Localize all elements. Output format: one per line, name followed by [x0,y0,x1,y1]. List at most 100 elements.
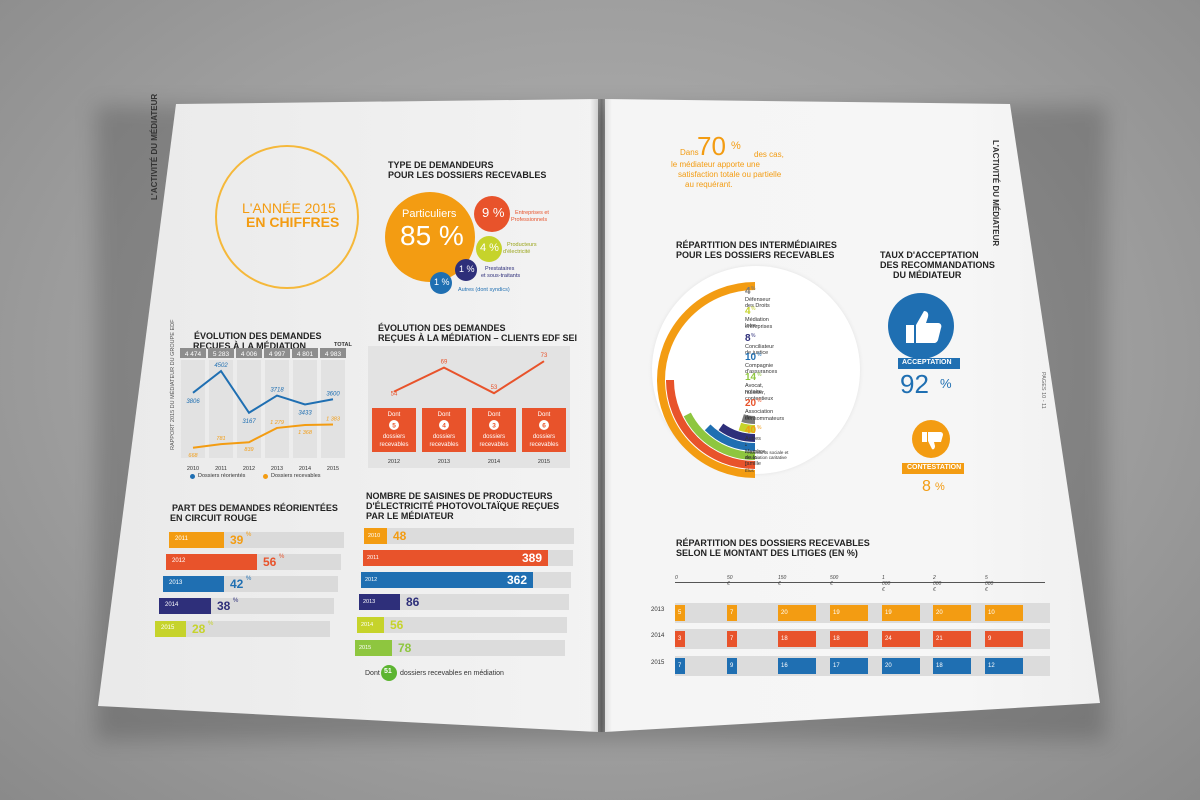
prestataires-label-1: Prestataires [485,266,515,272]
inter-pct: % [751,306,756,312]
montant-year: 2014 [651,633,665,639]
montant-cell: 20 [933,605,971,621]
dont-value: 5 [392,423,396,430]
inter-label: Association de [745,409,774,421]
montant-cell: 18 [830,631,868,647]
inter-value: 4 [745,286,751,297]
saisines-track [357,617,567,633]
total-value: 4 983 [325,351,342,358]
series-reorientes-line [192,369,334,415]
rouge-pct: % [246,532,252,538]
producteurs-label-2: d'électricité [503,249,531,255]
inter-label: Avocat, notaire, [745,383,764,395]
total-value: 4 997 [269,351,286,358]
dont-label: Dont [388,412,401,418]
intermediaire-arc [704,424,756,451]
montant-cell: 5 [675,605,685,621]
recevables-value: 668 [188,453,198,459]
montant-title-1: RÉPARTITION DES DOSSIERS RECEVABLES [676,538,870,548]
inter-label: entreprises [745,324,773,330]
producteurs-label-1: Producteurs [507,242,537,248]
rouge-title-2: EN CIRCUIT ROUGE [170,513,258,523]
year-label: 2010 [187,466,199,472]
total-value: 4 006 [241,351,258,358]
montant-cell: 20 [778,605,816,621]
inter-label: Conciliateur de justice [745,344,775,356]
recevables-value: 781 [216,436,225,442]
prestataires-label-2: et sous-traitants [481,273,521,279]
dont-label: Dont [438,412,451,418]
rouge-value: 56 [263,555,277,569]
montant-cell: 7 [727,605,737,621]
entreprises-value: 9 % [482,205,505,220]
saisines-value: 362 [507,573,528,587]
recevables-value: 1 279 [270,420,284,426]
intermediaire-arc [683,412,756,460]
bubble-producteurs [476,236,502,262]
inter-value: 20 [745,398,757,409]
year-column [181,360,205,458]
scale-label: 500 € [830,575,839,587]
scale-axis [675,582,1045,583]
rouge-value: 39 [230,533,244,547]
scale-label: 150 € [778,575,787,587]
rouge-pct: % [233,598,239,604]
saisines-value: 48 [393,529,407,543]
total-box [236,348,262,358]
sei-year: 2015 [538,459,550,465]
saisines-bar [355,640,392,656]
total-box [264,348,290,358]
inter-value: 14 [745,372,757,383]
dossiers-label: dossiers [433,434,455,440]
prestataires-value: 1 % [459,264,475,274]
montant-cell: 7 [675,658,685,674]
saisines-track [355,640,565,656]
intermediaire-arc [738,422,756,433]
rouge-title-1: PART DES DEMANDES RÉORIENTÉES [172,503,338,513]
entreprises-label-1: Entreprises et [515,210,549,216]
saisines-year: 2014 [361,622,374,628]
saisines-year: 2013 [363,599,376,605]
rouge-year: 2015 [161,625,175,631]
montant-cell: 21 [933,631,971,647]
recevables-label: recevables [429,442,458,448]
reorientes-value: 3433 [298,410,312,416]
saisines-value: 78 [398,641,412,655]
saisines-dont-badge [381,665,397,681]
inter-pct: % [757,352,762,358]
year-line1: L'ANNÉE 2015 [242,200,336,216]
saisines-bar [361,572,533,588]
demandeurs-title-2: POUR LES DOSSIERS RECEVABLES [388,170,547,180]
sei-year: 2014 [488,459,500,465]
montant-cell: 12 [985,658,1023,674]
sei-value: 53 [491,385,498,391]
evolution1-title-2: REÇUES À LA MÉDIATION [193,341,307,351]
saisines-track [364,528,574,544]
saisines-title-1: NOMBRE DE SAISINES DE PRODUCTEURS [366,491,553,501]
thumbs-up-icon [888,293,954,359]
rouge-bar [163,576,224,592]
intro-big: 70 [697,131,726,161]
montant-cell: 3 [675,631,685,647]
montant-cell: 9 [985,631,1023,647]
year-label: 2014 [299,466,311,472]
intermediaires-title-1: RÉPARTITION DES INTERMÉDIAIRES [676,240,837,250]
year-column [321,360,345,458]
dont-value: 4 [442,423,446,430]
rouge-year: 2011 [175,536,188,542]
year-label: 2012 [243,466,255,472]
rouge-bar [155,621,186,637]
montant-title-2: SELON LE MONTANT DES LITIGES (EN %) [676,548,858,558]
taux-title-2: DES RECOMMANDATIONS [880,260,995,270]
accept-value: 92 [900,369,929,399]
saisines-year: 2010 [368,533,381,539]
saisines-year: 2012 [365,577,378,583]
montant-cell: 16 [778,658,816,674]
sei-line [393,360,545,395]
montant-cell: 20 [882,658,920,674]
montant-cell: 18 [933,658,971,674]
inter-pct: % [751,286,756,292]
saisines-value: 56 [390,618,404,632]
saisines-dont-text: dossiers recevables en médiation [400,670,504,677]
